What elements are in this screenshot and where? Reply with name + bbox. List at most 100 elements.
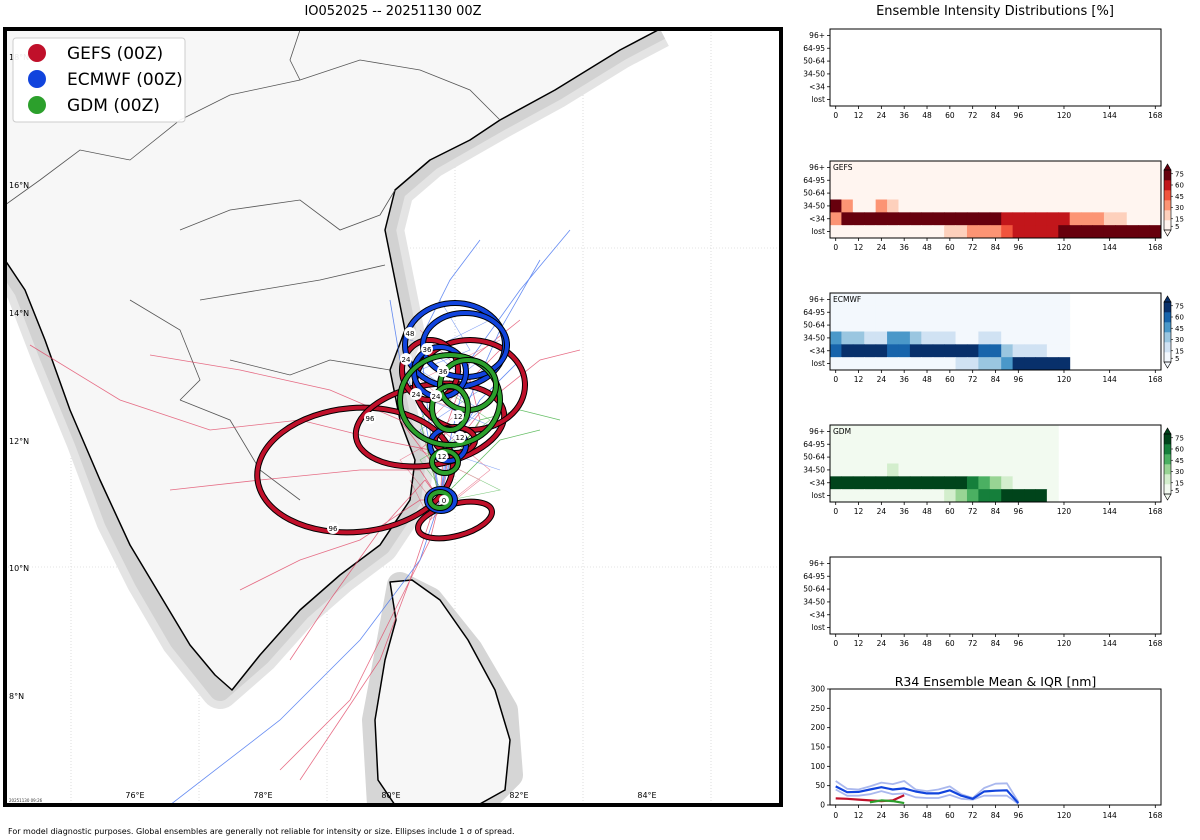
colorbar-segment [1164, 444, 1171, 455]
heatmap-cell [1035, 463, 1048, 477]
heatmap-cell [1035, 199, 1048, 213]
heatmap-cell [875, 173, 888, 188]
heatmap-cell [944, 305, 957, 320]
heatmap-frame [829, 28, 1162, 107]
heatmap-x-tick: 0 [833, 639, 838, 648]
heatmap-cell [978, 212, 991, 226]
heatmap-cell [887, 331, 899, 345]
heatmap-cell [966, 199, 979, 213]
heatmap-cell [978, 225, 991, 239]
heatmap-cell [932, 331, 945, 345]
heatmap-cell [1024, 212, 1036, 226]
heatmap-cell [852, 476, 865, 490]
ellipse-label-36a: 36 [437, 365, 449, 377]
heatmap-cell [989, 293, 1002, 307]
heatmap-cell [1035, 161, 1048, 175]
heatmap-cell [1001, 173, 1014, 188]
heatmap-cell [898, 305, 911, 320]
heatmap-cell [989, 173, 1002, 188]
r34-x-tick: 0 [833, 811, 838, 820]
heatmap-cell [1092, 161, 1105, 175]
heatmap-cell [1035, 476, 1048, 490]
ellipse-label-72: 72 [0, 0, 4, 2]
state-borders [5, 29, 501, 501]
heatmap-cell [875, 199, 888, 213]
heatmap-cell [898, 463, 911, 477]
r34-series-ecmwf-iqr-upper [835, 780, 1020, 803]
colorbar-segment [1164, 484, 1171, 495]
heatmap-cell [978, 463, 991, 477]
heatmap-cell [955, 357, 968, 371]
heatmap-cell [978, 161, 991, 175]
colorbar-segment [1164, 322, 1171, 333]
heatmap-cell [1126, 173, 1139, 188]
heatmap-cell [1024, 186, 1036, 200]
map-frame [3, 27, 783, 807]
heatmap-y-label: <34 [809, 346, 825, 355]
heatmap-cell [830, 437, 842, 452]
heatmap-cell [1103, 161, 1116, 175]
heatmap-cell [955, 437, 968, 452]
heatmap-cell [944, 225, 957, 239]
heatmap-cell [909, 425, 922, 439]
heatmap-cell [830, 305, 842, 320]
heatmap-x-tick: 84 [991, 375, 1001, 384]
heatmap-cell [852, 318, 865, 332]
heatmap-cell [852, 225, 865, 239]
ellipse-hour-labels: 0 12 12 12 24 24 24 36 36 48 72 96 96 [0, 0, 466, 534]
heatmap-cell [1046, 344, 1059, 358]
colorbar-segment [1164, 332, 1171, 343]
heatmap-y-label: 34-50 [803, 69, 825, 78]
heatmap-cell [875, 331, 888, 345]
heatmap-cell [875, 425, 888, 439]
colorbar-tick: 15 [1175, 479, 1184, 487]
heatmap-x-tick: 60 [945, 507, 955, 516]
ellipse-label-0: 0 [439, 495, 449, 505]
heatmap-cell [841, 305, 854, 320]
heatmap-x-tick: 12 [854, 375, 864, 384]
colorbar-tick: 75 [1175, 170, 1184, 178]
colorbar-segment [1164, 180, 1171, 191]
heatmap-cell [875, 305, 888, 320]
heatmap-x-tick: 144 [1102, 375, 1117, 384]
heatmap-cell [955, 476, 968, 490]
heatmap-cell [1012, 425, 1025, 439]
svg-text:82°E: 82°E [509, 791, 528, 800]
heatmap-cell [830, 186, 842, 200]
heatmap-cell [989, 344, 1002, 358]
heatmap-cell [989, 305, 1002, 320]
colorbar-tick: 60 [1175, 314, 1184, 322]
heatmap-cell [898, 344, 911, 358]
svg-text:80°E: 80°E [381, 791, 400, 800]
heatmap-cell [909, 331, 922, 345]
heatmap-x-tick: 24 [877, 375, 887, 384]
heatmap-cell [1024, 173, 1036, 188]
colorbar-tick: 30 [1175, 468, 1184, 476]
colorbar-segment [1164, 434, 1171, 445]
heatmap-x-tick: 96 [1014, 639, 1024, 648]
heatmap-cell [978, 199, 991, 213]
timestamp-stamp: 20251130 09:26 [9, 798, 43, 803]
heatmap-cell [1012, 173, 1025, 188]
heatmap-y-label: <34 [809, 214, 825, 223]
r34-y-tick: 300 [811, 685, 826, 694]
heatmap-cell [921, 318, 934, 332]
heatmap-cell [875, 476, 888, 490]
heatmap-cell [887, 463, 899, 477]
heatmap-cell [1138, 161, 1151, 175]
heatmap-cell [887, 450, 899, 464]
heatmap-cell [955, 305, 968, 320]
colorbar-segment [1164, 454, 1171, 465]
colorbar-extend-top [1163, 295, 1172, 303]
heatmap-cell [989, 463, 1002, 477]
svg-text:78°E: 78°E [253, 791, 272, 800]
heatmap-cell [966, 437, 979, 452]
heatmap-panel-empty-0: 96+ 64-95 50-64 34-50 <34 lost 0 12 24 36 48 60 72 84… [803, 28, 1163, 120]
heatmap-cell [1024, 489, 1036, 503]
heatmap-cell [864, 450, 877, 464]
heatmap-cell [966, 450, 979, 464]
heatmap-cell [921, 293, 934, 307]
heatmap-cell [1035, 357, 1048, 371]
heatmap-x-tick: 84 [991, 507, 1001, 516]
heatmap-x-tick: 60 [945, 111, 955, 120]
